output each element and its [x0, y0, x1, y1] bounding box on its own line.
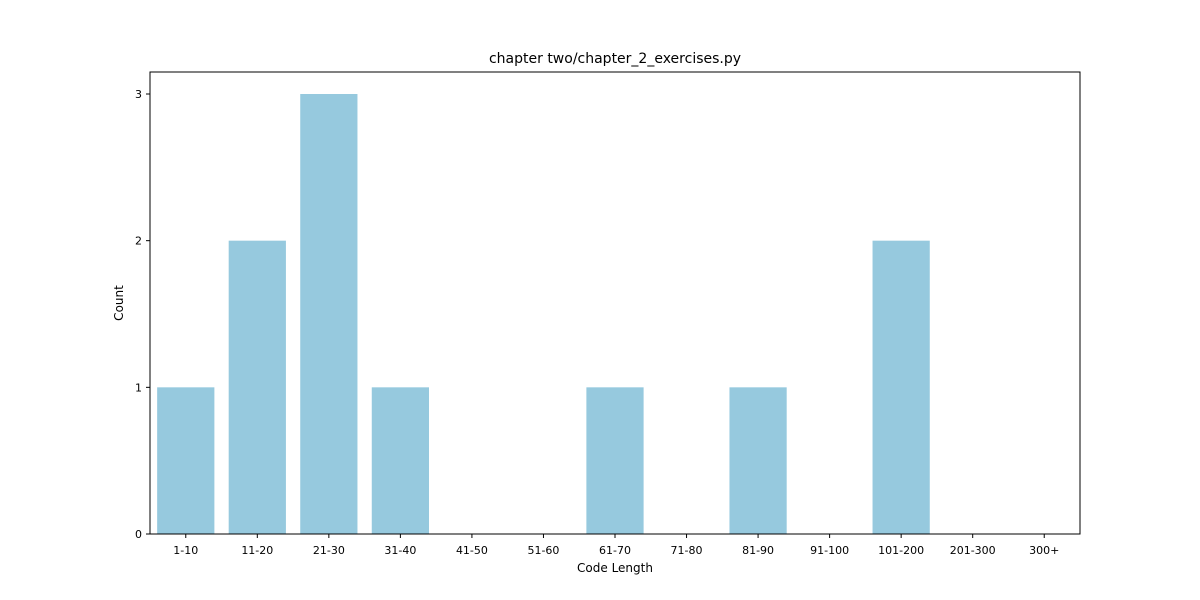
x-tick-label: 71-80: [671, 544, 703, 557]
y-axis-label: Count: [112, 285, 126, 321]
x-tick-label: 31-40: [384, 544, 416, 557]
x-tick-label: 21-30: [313, 544, 345, 557]
y-axis: 0 1 2 3: [135, 88, 150, 541]
x-tick-label: 201-300: [950, 544, 996, 557]
bar: [157, 387, 215, 534]
bars-group: [157, 94, 930, 535]
y-tick-label: 0: [135, 528, 142, 541]
y-tick-label: 3: [135, 88, 142, 101]
bar: [729, 387, 787, 534]
bar: [228, 240, 286, 535]
x-tick-label: 300+: [1029, 544, 1059, 557]
x-tick-label: 91-100: [810, 544, 849, 557]
bar: [872, 240, 930, 535]
x-tick-label: 81-90: [742, 544, 774, 557]
y-tick-label: 2: [135, 235, 142, 248]
x-tick-label: 41-50: [456, 544, 488, 557]
bar: [300, 94, 358, 534]
x-tick-label: 11-20: [241, 544, 273, 557]
x-axis-label: Code Length: [577, 561, 653, 575]
bar: [586, 387, 644, 534]
chart-title: chapter two/chapter_2_exercises.py: [489, 51, 741, 67]
x-tick-label: 61-70: [599, 544, 631, 557]
x-tick-label: 1-10: [173, 544, 198, 557]
x-axis: 1-10 11-20 21-30 31-40 41-50 51-60 61-70 71-80 8…: [173, 534, 1059, 557]
x-tick-label: 51-60: [527, 544, 559, 557]
y-tick-label: 1: [135, 381, 142, 394]
x-tick-label: 101-200: [878, 544, 924, 557]
bar: [371, 387, 429, 534]
